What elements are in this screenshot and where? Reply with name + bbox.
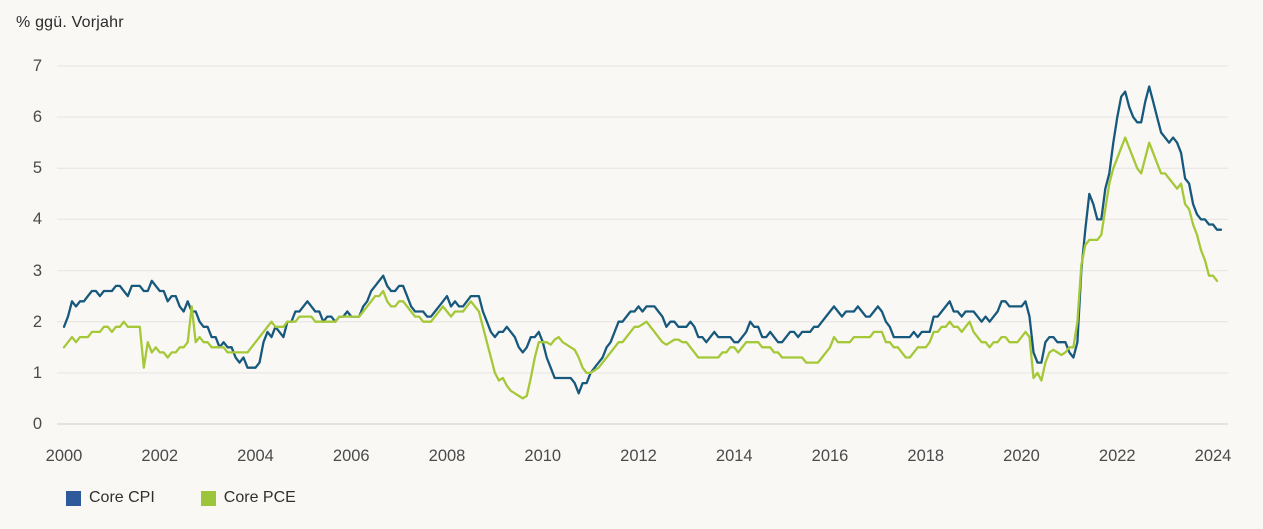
legend: Core CPI Core PCE [66, 489, 296, 507]
y-tick-label-7: 7 [32, 56, 42, 75]
x-tick-label-2004: 2004 [237, 447, 274, 465]
y-tick-label-6: 6 [32, 108, 42, 127]
chart-title: % ggü. Vorjahr [16, 14, 124, 31]
y-tick-label-0: 0 [32, 415, 42, 433]
x-tick-label-2016: 2016 [811, 447, 849, 465]
x-tick-label-2020: 2020 [1003, 447, 1040, 465]
y-tick-label-2: 2 [32, 312, 42, 331]
core-cpi-line [62, 85, 1223, 395]
y-tick-label-3: 3 [32, 261, 42, 280]
legend-item-core-cpi: Core CPI [66, 489, 155, 507]
x-tick-label-2022: 2022 [1098, 447, 1136, 465]
core-pce-line [62, 136, 1219, 400]
x-tick-label-2018: 2018 [907, 447, 945, 465]
x-tick-label-2008: 2008 [428, 447, 466, 465]
core-pce-legend-swatch-icon [200, 490, 216, 506]
y-tick-label-1: 1 [32, 363, 42, 382]
legend-item-core-pce: Core PCE [200, 489, 296, 507]
legend-label-core-cpi: Core CPI [89, 489, 155, 506]
x-tick-label-2024: 2024 [1194, 447, 1232, 465]
legend-label-core-pce: Core PCE [223, 489, 296, 506]
core-cpi-legend-swatch-icon [66, 490, 81, 506]
y-tick-label-5: 5 [32, 159, 42, 178]
x-tick-label-2012: 2012 [620, 447, 657, 465]
x-tick-label-2010: 2010 [524, 447, 562, 465]
x-tick-label-2014: 2014 [715, 447, 753, 465]
x-tick-label-2002: 2002 [141, 447, 179, 465]
x-tick-label-2006: 2006 [332, 447, 370, 465]
x-tick-label-2000: 2000 [45, 447, 83, 465]
y-tick-label-4: 4 [32, 210, 42, 229]
